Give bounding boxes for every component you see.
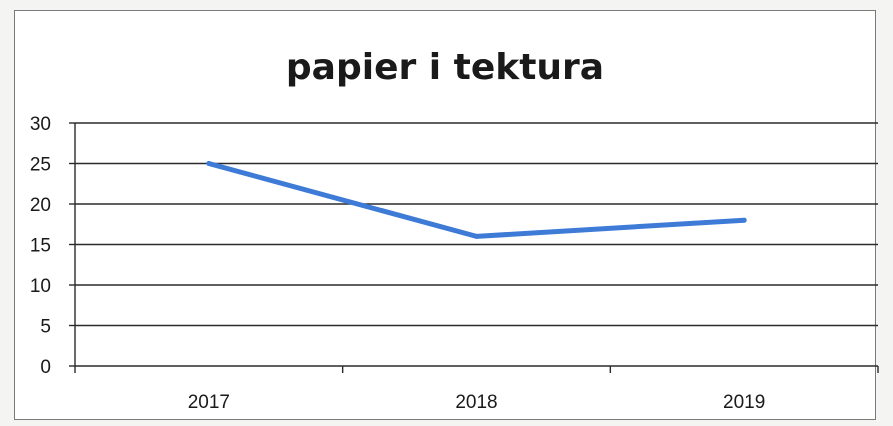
data-point — [206, 161, 212, 166]
y-tick-label: 25 — [30, 155, 51, 176]
y-tick-label: 20 — [30, 195, 51, 216]
data-point — [741, 217, 747, 223]
y-tick-label: 10 — [30, 276, 51, 297]
y-tick-label: 5 — [40, 317, 51, 338]
y-tick-label: 15 — [30, 236, 51, 257]
chart-title: papier i tektura — [285, 47, 605, 88]
y-tick-label: 30 — [30, 114, 51, 135]
y-tick-label: 0 — [40, 357, 51, 378]
series-line — [206, 161, 747, 239]
data-point — [474, 233, 479, 239]
x-tick-label: 2019 — [723, 392, 765, 413]
chart-frame: papier i tektura — [14, 10, 876, 420]
x-tick-label: 2018 — [455, 392, 497, 413]
x-tick-label: 2017 — [188, 392, 230, 413]
